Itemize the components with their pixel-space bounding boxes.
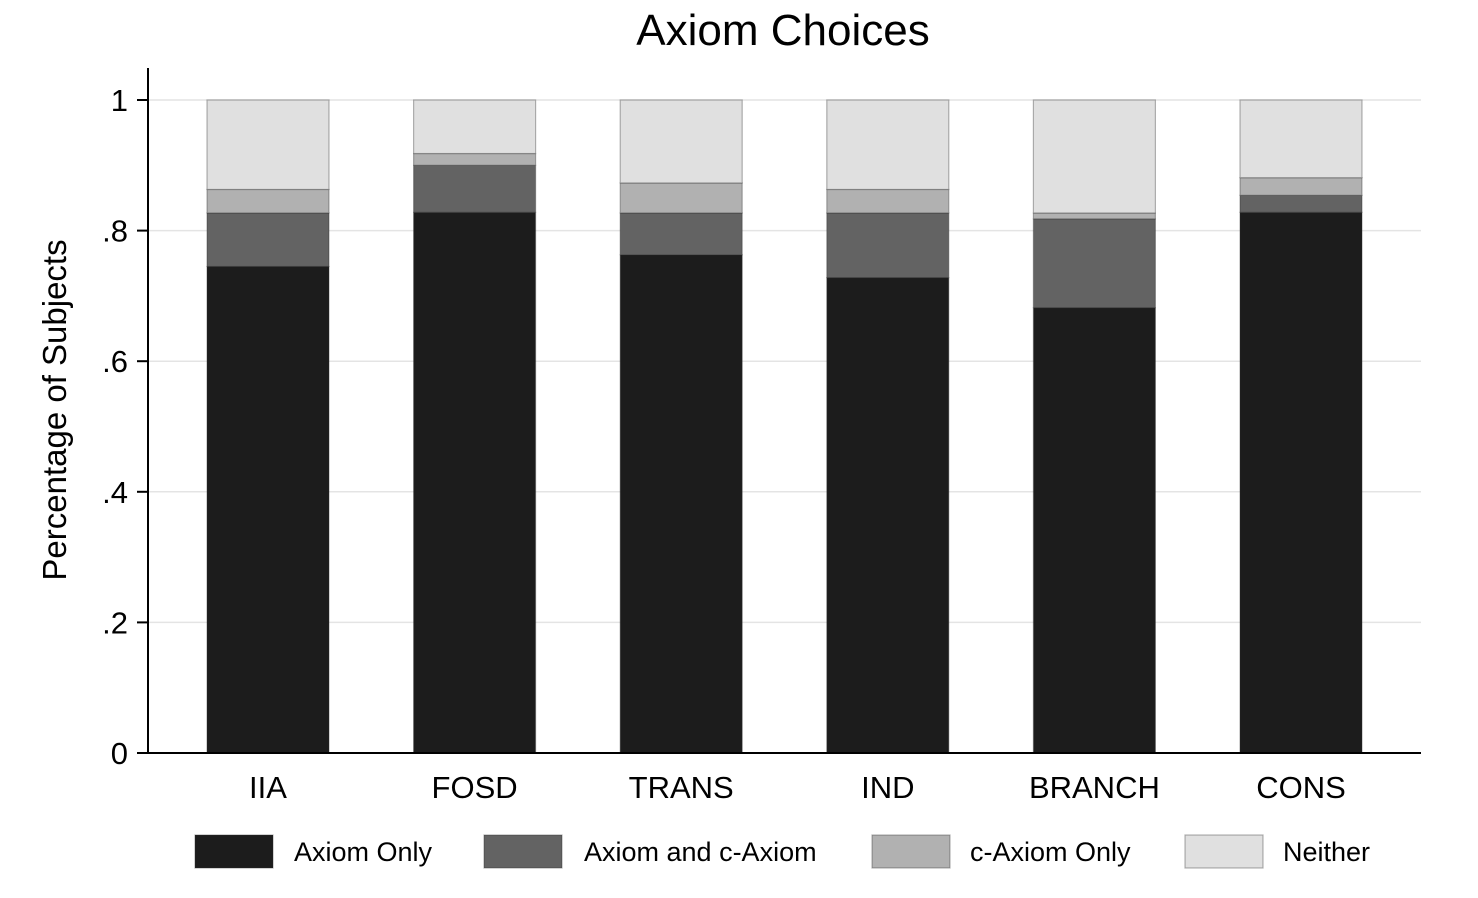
legend-label: Neither [1283, 837, 1370, 867]
legend-swatch [1184, 834, 1264, 869]
bar-trans-series-1 [619, 212, 743, 256]
bar-ind-series-2 [826, 188, 950, 214]
legend-swatch [483, 834, 563, 869]
bar-fosd-series-0 [413, 211, 537, 754]
y-tick-label: .2 [102, 605, 128, 640]
x-category-label: TRANS [629, 770, 734, 805]
bar-branch-series-0 [1032, 307, 1157, 754]
bar-iia-series-0 [206, 265, 330, 754]
y-tick-label: .4 [102, 475, 128, 510]
bar-cons-series-0 [1239, 211, 1363, 754]
x-category-label: CONS [1256, 770, 1346, 805]
x-ticks: IIA FOSD TRANS IND BRANCH CONS [249, 770, 1346, 805]
legend-label: Axiom Only [294, 837, 433, 867]
bar-ind-series-3 [826, 99, 950, 191]
bar-fosd-series-2 [413, 152, 537, 166]
gridlines [148, 99, 1421, 624]
bar-iia-series-2 [206, 188, 330, 214]
bar-branch-series-2 [1032, 212, 1157, 220]
bar-trans-series-2 [619, 182, 743, 214]
bar-iia-series-3 [206, 99, 330, 191]
legend-swatch [871, 834, 951, 869]
y-ticks: 0 .2 .4 .6 .8 1 [102, 83, 148, 771]
legend-label: c-Axiom Only [970, 837, 1131, 867]
axes [147, 68, 1421, 754]
bar-ind-series-0 [826, 277, 950, 754]
y-tick-label: .8 [102, 214, 128, 249]
bar-cons-series-1 [1239, 194, 1363, 213]
y-tick-label: 1 [111, 83, 128, 118]
bar-branch-series-1 [1032, 218, 1157, 309]
legend-label: Axiom and c-Axiom [584, 837, 817, 867]
bar-ind-series-1 [826, 212, 950, 279]
bar-fosd-series-1 [413, 164, 537, 213]
bar-trans-series-0 [619, 254, 743, 754]
x-category-label: FOSD [432, 770, 518, 805]
y-tick-label: 0 [111, 736, 128, 771]
bar-iia-series-1 [206, 212, 330, 268]
bars [206, 99, 1363, 754]
bar-cons-series-2 [1239, 177, 1363, 196]
bar-trans-series-3 [619, 99, 743, 184]
chart-title: Axiom Choices [636, 6, 929, 55]
legend-swatch [194, 834, 274, 869]
legend: Axiom Only Axiom and c-Axiom c-Axiom Only N… [194, 834, 1370, 869]
x-category-label: IND [861, 770, 914, 805]
y-axis-label: Percentage of Subjects [36, 239, 73, 580]
bar-cons-series-3 [1239, 99, 1363, 179]
y-tick-label: .6 [102, 344, 128, 379]
x-category-label: BRANCH [1029, 770, 1160, 805]
x-category-label: IIA [249, 770, 287, 805]
bar-fosd-series-3 [413, 99, 537, 155]
bar-branch-series-3 [1032, 99, 1157, 214]
